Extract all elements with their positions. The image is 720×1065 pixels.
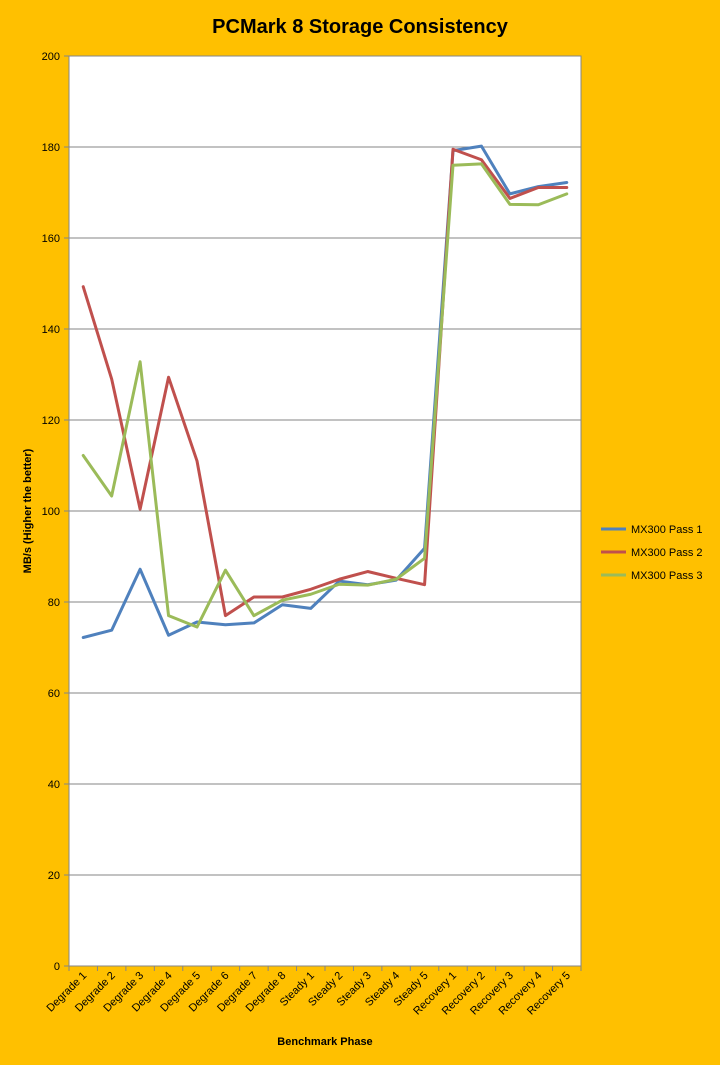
y-tick-label: 100	[42, 506, 60, 518]
y-tick-label: 140	[42, 324, 60, 336]
x-axis-title: Benchmark Phase	[277, 1036, 372, 1048]
y-tick-label: 120	[42, 415, 60, 427]
y-tick-label: 160	[42, 233, 60, 245]
y-tick-label: 200	[42, 51, 60, 63]
y-axis-title: MB/s (Higher the better)	[22, 448, 34, 573]
y-tick-label: 60	[48, 688, 60, 700]
series-line-2	[81, 147, 569, 618]
y-tick-label: 20	[48, 870, 60, 882]
chart-title: PCMark 8 Storage Consistency	[212, 16, 509, 38]
series-line-3	[81, 162, 569, 629]
legend: MX300 Pass 1 MX300 Pass 2 MX300 Pass 3	[601, 524, 703, 582]
y-tick-label: 180	[42, 142, 60, 154]
legend-label-2: MX300 Pass 2	[631, 547, 703, 559]
series-line-1	[81, 144, 569, 639]
legend-label-1: MX300 Pass 1	[631, 524, 703, 536]
series-lines	[81, 144, 569, 639]
gridlines	[69, 55, 581, 876]
y-tick-label: 80	[48, 597, 60, 609]
y-tick-label: 40	[48, 779, 60, 791]
y-tick-label: 0	[54, 961, 60, 973]
legend-label-3: MX300 Pass 3	[631, 570, 703, 582]
axes	[64, 55, 582, 971]
